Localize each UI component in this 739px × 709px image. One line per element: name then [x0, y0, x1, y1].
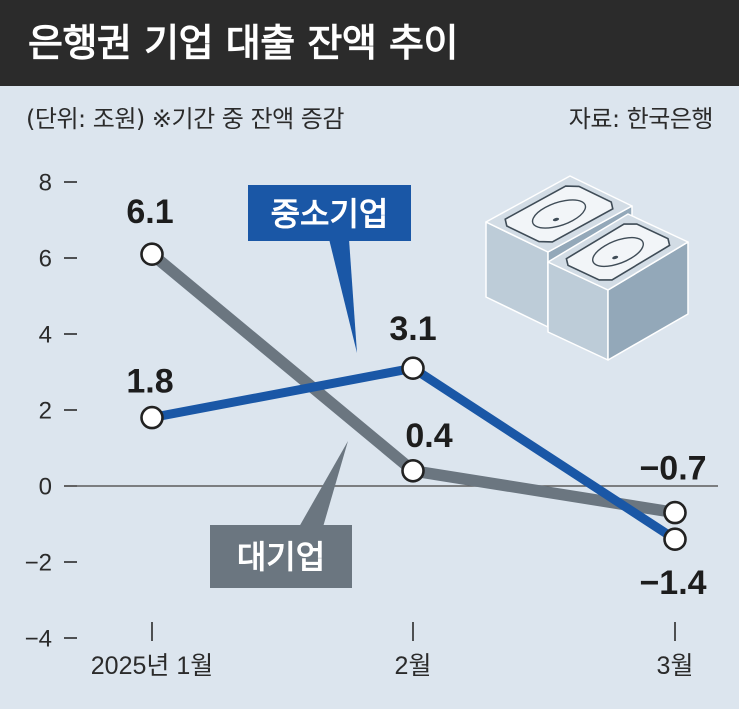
- banknote-icon: [561, 221, 675, 284]
- x-tick-label: 2025년 1월: [91, 652, 213, 680]
- legend-label-sme: 중소기업: [271, 195, 389, 233]
- y-tick-label: 2: [39, 398, 52, 425]
- legend-callout-large-corp: 대기업: [210, 441, 352, 588]
- x-axis: 2025년 1월 2월 3월: [91, 622, 694, 680]
- source-note: 자료: 한국은행: [568, 105, 714, 133]
- data-points: [140, 242, 687, 552]
- legend-callout-sme: 중소기업: [248, 185, 411, 353]
- data-point-large-corp: [401, 458, 425, 483]
- callout-pointer: [329, 239, 357, 353]
- legend-label-large-corp: 대기업: [237, 538, 325, 576]
- banknote-oval: [583, 233, 653, 271]
- y-tick-label: 0: [39, 474, 52, 501]
- data-point-sme: [663, 527, 687, 552]
- unit-note: (단위: 조원) ※기간 중 잔액 증감: [26, 105, 344, 133]
- y-tick-label: 8: [39, 170, 52, 197]
- x-tick-label: 3월: [657, 652, 694, 680]
- banknote-dot: [612, 255, 619, 260]
- data-point-sme: [401, 356, 425, 381]
- y-tick-label: −4: [25, 626, 52, 653]
- data-point-sme: [140, 405, 164, 430]
- banknote-block-front: [548, 214, 688, 361]
- banknote-paper: [561, 221, 675, 284]
- callout-box: [210, 525, 352, 588]
- banknote-stack-icon: [486, 176, 688, 361]
- y-tick-label: −2: [25, 550, 52, 577]
- title-bar: 은행권 기업 대출 잔액 추이: [0, 0, 739, 86]
- data-label-large-corp: −0.7: [639, 450, 706, 488]
- data-label-large-corp: 6.1: [126, 193, 173, 231]
- x-tick-label: 2월: [395, 652, 432, 680]
- y-tick-label: 4: [39, 322, 52, 349]
- data-label-sme: 1.8: [126, 363, 173, 401]
- banknote-icon: [499, 183, 618, 245]
- banknote-block-back: [486, 176, 632, 328]
- y-axis: 8 6 4 2 0 −2 −4: [25, 170, 718, 653]
- data-label-sme: 3.1: [389, 310, 436, 348]
- callout-box: [248, 185, 411, 241]
- banknote-paper: [499, 183, 618, 245]
- data-label-large-corp: 0.4: [405, 417, 452, 455]
- banknote-dot: [552, 217, 560, 222]
- data-point-large-corp: [663, 500, 687, 525]
- callout-pointer: [299, 441, 348, 527]
- banknote-oval: [523, 195, 596, 233]
- y-tick-label: 6: [39, 246, 52, 273]
- data-label-sme: −1.4: [639, 564, 706, 602]
- data-labels: 6.1 0.4 −0.7 1.8 3.1 −1.4: [126, 193, 706, 602]
- chart-title: 은행권 기업 대출 잔액 추이: [28, 21, 458, 65]
- data-point-large-corp: [140, 242, 164, 266]
